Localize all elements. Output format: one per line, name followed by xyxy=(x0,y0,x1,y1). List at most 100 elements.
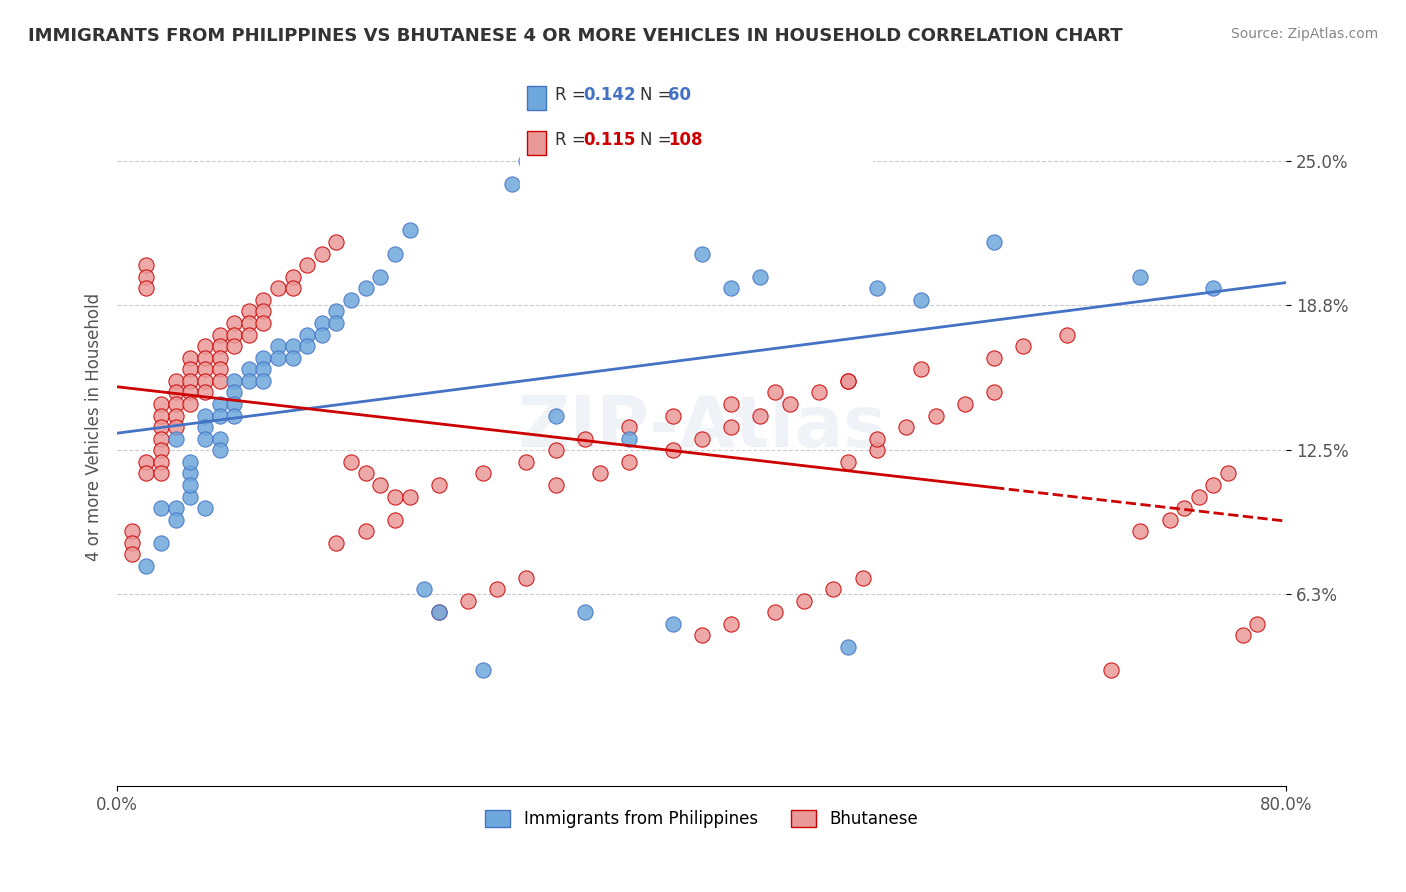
Point xyxy=(238,316,260,330)
Point xyxy=(224,327,246,342)
Point xyxy=(515,455,537,469)
Point xyxy=(384,513,406,527)
Point xyxy=(238,327,260,342)
Point xyxy=(1129,269,1152,284)
Point xyxy=(779,397,801,411)
Point xyxy=(194,374,217,388)
Point xyxy=(281,281,304,295)
Point xyxy=(224,339,246,353)
Point xyxy=(720,397,742,411)
Point xyxy=(208,339,231,353)
Point xyxy=(866,432,889,446)
Point xyxy=(617,432,640,446)
Point xyxy=(208,374,231,388)
Point xyxy=(165,409,187,423)
Point xyxy=(150,409,173,423)
Point xyxy=(224,316,246,330)
Point xyxy=(135,467,157,481)
Point xyxy=(150,432,173,446)
Point xyxy=(121,524,143,539)
Point xyxy=(690,628,713,642)
Point xyxy=(267,339,290,353)
Text: N =: N = xyxy=(640,130,676,148)
Point xyxy=(252,374,274,388)
Point xyxy=(588,467,610,481)
Point xyxy=(983,235,1005,249)
Point xyxy=(924,409,946,423)
Point xyxy=(1216,467,1239,481)
Point xyxy=(295,339,318,353)
Point xyxy=(852,570,875,584)
Point xyxy=(1188,490,1211,504)
Point xyxy=(720,420,742,434)
Point xyxy=(165,501,187,516)
Text: Source: ZipAtlas.com: Source: ZipAtlas.com xyxy=(1230,27,1378,41)
Point xyxy=(544,409,567,423)
Point xyxy=(763,385,786,400)
Point xyxy=(252,304,274,318)
Point xyxy=(837,374,859,388)
Point xyxy=(793,593,815,607)
Point xyxy=(690,432,713,446)
Text: ZIP­Atlas: ZIP­Atlas xyxy=(517,392,886,462)
Point xyxy=(574,605,596,619)
Point xyxy=(325,304,347,318)
Point xyxy=(135,455,157,469)
Text: 0.115: 0.115 xyxy=(583,130,636,148)
Point xyxy=(837,455,859,469)
Point xyxy=(194,420,217,434)
Text: IMMIGRANTS FROM PHILIPPINES VS BHUTANESE 4 OR MORE VEHICLES IN HOUSEHOLD CORRELA: IMMIGRANTS FROM PHILIPPINES VS BHUTANESE… xyxy=(28,27,1123,45)
Point xyxy=(194,339,217,353)
Point xyxy=(179,490,201,504)
Point xyxy=(544,443,567,458)
Point xyxy=(544,478,567,492)
Point xyxy=(194,385,217,400)
Point xyxy=(208,362,231,376)
Point xyxy=(295,327,318,342)
Point xyxy=(238,304,260,318)
Point xyxy=(194,432,217,446)
Point xyxy=(208,397,231,411)
Point xyxy=(252,293,274,307)
Point xyxy=(896,420,918,434)
Point xyxy=(354,524,377,539)
Point xyxy=(471,467,494,481)
Point xyxy=(135,258,157,272)
Point xyxy=(281,351,304,365)
Point xyxy=(384,490,406,504)
Point xyxy=(165,397,187,411)
Point xyxy=(267,281,290,295)
Point xyxy=(150,397,173,411)
Point xyxy=(135,281,157,295)
Point xyxy=(165,432,187,446)
Point xyxy=(1099,663,1122,677)
Point xyxy=(194,351,217,365)
Point xyxy=(354,467,377,481)
Text: N =: N = xyxy=(640,86,676,103)
Point xyxy=(749,409,772,423)
Point xyxy=(1129,524,1152,539)
Point xyxy=(501,178,523,192)
Point xyxy=(325,536,347,550)
Point xyxy=(165,513,187,527)
Point xyxy=(281,339,304,353)
Point xyxy=(150,536,173,550)
Point xyxy=(574,432,596,446)
Point xyxy=(121,536,143,550)
Point xyxy=(179,351,201,365)
Point xyxy=(515,570,537,584)
Text: 60: 60 xyxy=(668,86,690,103)
Point xyxy=(179,397,201,411)
Point xyxy=(325,316,347,330)
Point xyxy=(866,281,889,295)
Point xyxy=(720,281,742,295)
Point xyxy=(224,397,246,411)
Point xyxy=(617,455,640,469)
Point xyxy=(150,467,173,481)
Point xyxy=(1159,513,1181,527)
Point xyxy=(224,374,246,388)
Point xyxy=(354,281,377,295)
Point xyxy=(208,443,231,458)
Point xyxy=(194,362,217,376)
Point xyxy=(238,374,260,388)
